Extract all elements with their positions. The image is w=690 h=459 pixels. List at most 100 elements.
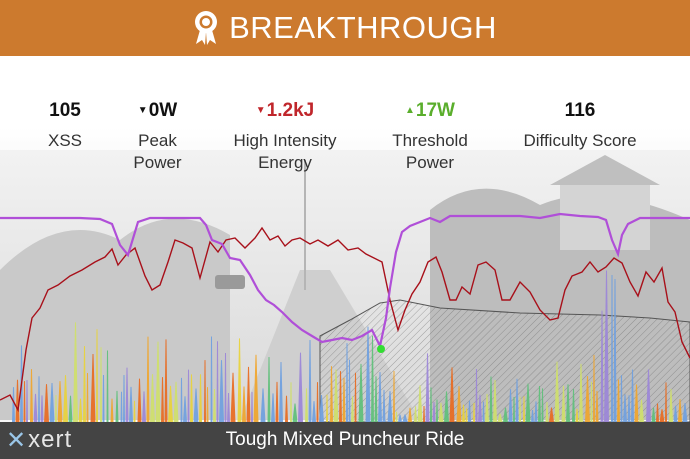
stat-label-line2: Power bbox=[405, 153, 455, 173]
effort-bar bbox=[669, 388, 673, 422]
effort-bar bbox=[161, 377, 164, 422]
effort-bar bbox=[678, 399, 682, 422]
effort-bar bbox=[371, 335, 374, 422]
effort-bar bbox=[579, 363, 583, 422]
stat-value: 105 bbox=[49, 100, 81, 121]
effort-bar bbox=[634, 384, 639, 422]
stat-value: 0W bbox=[148, 100, 178, 122]
effort-bar bbox=[26, 379, 28, 422]
effort-bar bbox=[110, 398, 114, 422]
effort-bar bbox=[33, 393, 38, 422]
effort-bar bbox=[478, 394, 482, 422]
effort-bar bbox=[183, 396, 187, 422]
effort-bar bbox=[545, 402, 549, 422]
effort-bar bbox=[351, 396, 354, 422]
effort-bar bbox=[575, 408, 579, 422]
xert-logo: ✕ xert bbox=[6, 424, 72, 456]
effort-bar bbox=[164, 339, 168, 422]
effort-bar bbox=[125, 367, 129, 422]
effort-bar bbox=[593, 354, 595, 422]
effort-bar bbox=[473, 402, 475, 422]
effort-bar bbox=[49, 382, 55, 422]
effort-bar bbox=[358, 363, 364, 422]
effort-bar bbox=[146, 336, 150, 422]
stat-label: Difficulty Score bbox=[523, 131, 637, 150]
effort-bar bbox=[462, 404, 465, 422]
effort-bar bbox=[438, 402, 444, 422]
effort-bar bbox=[90, 353, 96, 422]
effort-bar bbox=[465, 408, 468, 422]
effort-bar bbox=[631, 369, 634, 422]
stat-value: 17W bbox=[415, 100, 455, 122]
effort-bar bbox=[137, 378, 142, 422]
effort-bar bbox=[503, 407, 508, 422]
effort-bar bbox=[275, 381, 279, 422]
effort-bar bbox=[408, 407, 412, 422]
effort-bar bbox=[30, 369, 33, 422]
effort-bar bbox=[572, 389, 575, 422]
effort-bar bbox=[513, 397, 515, 422]
effort-bar bbox=[525, 383, 531, 422]
x-logo-icon: ✕ bbox=[6, 426, 28, 454]
effort-bar bbox=[519, 396, 521, 422]
effort-bar bbox=[417, 385, 423, 422]
stat-label-line2: Energy bbox=[258, 153, 312, 173]
effort-bar bbox=[190, 374, 193, 422]
effort-bar bbox=[267, 356, 271, 422]
effort-bar bbox=[541, 388, 544, 422]
effort-bar bbox=[523, 396, 525, 422]
effort-bar bbox=[40, 395, 44, 422]
stat-value: 1.2kJ bbox=[266, 100, 315, 122]
effort-bar bbox=[308, 340, 312, 422]
ride-title: Tough Mixed Puncheur Ride bbox=[225, 429, 465, 450]
effort-bar bbox=[44, 384, 49, 422]
effort-bar bbox=[305, 388, 308, 422]
effort-bar bbox=[213, 389, 216, 422]
stat-difficulty-score: 116 Difficulty Score bbox=[505, 100, 655, 152]
stat-label-line2: Power bbox=[133, 153, 182, 173]
effort-bar bbox=[237, 338, 242, 422]
effort-bar bbox=[63, 375, 68, 422]
effort-bar bbox=[468, 400, 471, 422]
effort-bar bbox=[656, 403, 659, 422]
effort-bar bbox=[330, 366, 333, 422]
effort-bar bbox=[659, 409, 665, 422]
footer-bar bbox=[0, 422, 690, 459]
effort-bar bbox=[55, 395, 57, 422]
effort-bar bbox=[342, 377, 346, 422]
effort-bar bbox=[68, 395, 73, 422]
effort-bar bbox=[271, 393, 275, 422]
effort-bar bbox=[199, 374, 202, 422]
effort-bar bbox=[665, 382, 667, 422]
effort-bar bbox=[430, 387, 432, 422]
stat-label-line1: High Intensity bbox=[233, 131, 337, 151]
stat-xss: 105 XSS bbox=[30, 100, 100, 152]
effort-bar bbox=[620, 375, 623, 422]
effort-bar bbox=[590, 381, 593, 422]
effort-bar bbox=[436, 399, 438, 422]
effort-bar bbox=[251, 391, 253, 422]
effort-bar bbox=[298, 352, 303, 422]
effort-bar bbox=[73, 322, 78, 422]
effort-bar bbox=[316, 382, 319, 422]
effort-bar bbox=[242, 386, 246, 422]
effort-bar bbox=[326, 394, 328, 422]
effort-bar bbox=[210, 336, 213, 422]
effort-bar bbox=[534, 401, 538, 422]
stat-peak-power: ▼0W Peak Power bbox=[115, 100, 200, 174]
effort-bar bbox=[482, 401, 485, 422]
effort-bar bbox=[600, 310, 604, 422]
effort-bar bbox=[83, 346, 86, 422]
effort-bar bbox=[346, 343, 348, 422]
effort-bar bbox=[393, 370, 395, 422]
effort-bar bbox=[378, 371, 382, 422]
effort-bar bbox=[115, 390, 119, 422]
effort-bar bbox=[531, 410, 534, 422]
effort-bar bbox=[365, 326, 371, 422]
down-arrow-icon: ▼ bbox=[137, 105, 148, 116]
effort-bar bbox=[374, 376, 378, 422]
effort-bar bbox=[402, 414, 408, 422]
effort-bar bbox=[180, 377, 183, 422]
effort-bar bbox=[155, 341, 161, 422]
